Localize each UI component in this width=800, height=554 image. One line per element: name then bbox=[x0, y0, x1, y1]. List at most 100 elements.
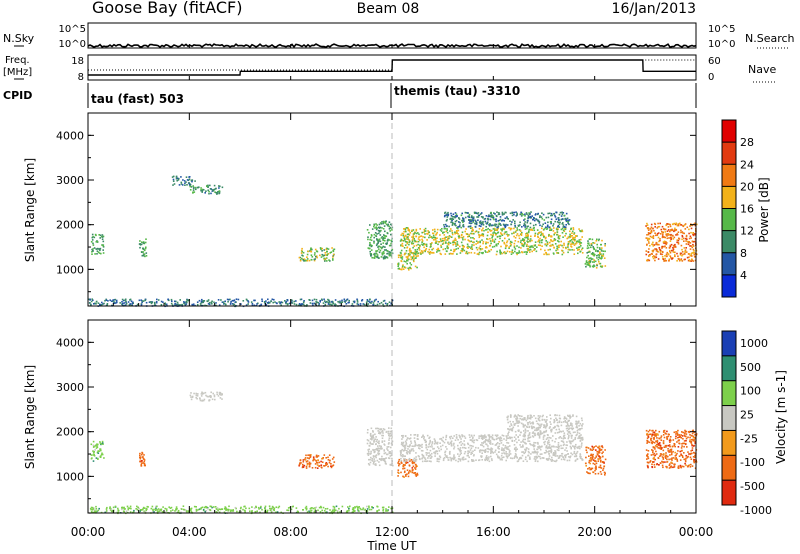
heatmap-cell bbox=[494, 225, 497, 227]
heatmap-cell bbox=[184, 184, 186, 186]
heatmap-cell bbox=[427, 230, 429, 232]
heatmap-cell bbox=[89, 298, 91, 301]
heatmap-cell bbox=[555, 460, 557, 463]
heatmap-cell bbox=[412, 242, 415, 245]
heatmap-cell bbox=[387, 238, 389, 241]
heatmap-cell bbox=[557, 447, 560, 450]
heatmap-cell bbox=[646, 234, 648, 236]
heatmap-cell bbox=[563, 226, 566, 228]
heatmap-cell bbox=[444, 451, 446, 454]
heatmap-cell bbox=[535, 223, 537, 226]
heatmap-cell bbox=[544, 227, 546, 230]
heatmap-cell bbox=[494, 444, 497, 446]
heatmap-cell bbox=[513, 235, 515, 238]
heatmap-cell bbox=[301, 463, 304, 466]
heatmap-cell bbox=[512, 252, 514, 254]
heatmap-cell bbox=[468, 251, 470, 254]
heatmap-cell bbox=[488, 448, 490, 451]
heatmap-cell bbox=[543, 443, 546, 446]
heatmap-cell bbox=[430, 457, 432, 459]
heatmap-cell bbox=[315, 250, 318, 252]
heatmap-cell bbox=[538, 222, 541, 224]
heatmap-cell bbox=[378, 458, 381, 460]
heatmap-cell bbox=[460, 452, 462, 454]
heatmap-cell bbox=[431, 248, 433, 251]
heatmap-cell bbox=[414, 460, 417, 462]
heatmap-cell bbox=[569, 233, 571, 236]
heatmap-cell bbox=[370, 255, 372, 257]
heatmap-cell bbox=[559, 211, 562, 214]
heatmap-cell bbox=[357, 506, 360, 509]
heatmap-cell bbox=[562, 435, 565, 438]
heatmap-cell bbox=[195, 508, 198, 511]
heatmap-cell bbox=[179, 304, 181, 306]
heatmap-cell bbox=[490, 447, 493, 449]
heatmap-cell bbox=[103, 302, 105, 305]
heatmap-cell bbox=[488, 215, 491, 218]
heatmap-cell bbox=[314, 258, 316, 260]
heatmap-cell bbox=[685, 243, 688, 245]
heatmap-cell bbox=[454, 237, 457, 240]
heatmap-cell bbox=[570, 235, 572, 237]
heatmap-cell bbox=[484, 440, 486, 442]
heatmap-cell bbox=[402, 233, 405, 235]
heatmap-cell bbox=[454, 241, 457, 244]
heatmap-cell bbox=[587, 263, 589, 266]
heatmap-cell bbox=[554, 425, 556, 428]
heatmap-cell bbox=[571, 232, 573, 234]
nave-label: Nave bbox=[748, 63, 776, 76]
heatmap-cell bbox=[554, 452, 557, 455]
heatmap-cell bbox=[421, 238, 423, 241]
heatmap-cell bbox=[507, 218, 509, 220]
cpid-segment-1: tau (fast) 503 bbox=[91, 92, 184, 106]
heatmap-cell bbox=[401, 444, 404, 447]
heatmap-cell bbox=[201, 298, 203, 301]
heatmap-cell bbox=[549, 241, 551, 244]
heatmap-cell bbox=[563, 242, 565, 245]
heatmap-cell bbox=[529, 251, 531, 253]
heatmap-cell bbox=[498, 219, 501, 222]
heatmap-cell bbox=[101, 442, 104, 444]
heatmap-cell bbox=[531, 432, 534, 434]
heatmap-cell bbox=[423, 231, 425, 234]
heatmap-cell bbox=[91, 253, 93, 255]
heatmap-cell bbox=[307, 454, 309, 456]
heatmap-cell bbox=[566, 441, 568, 443]
heatmap-cell bbox=[403, 476, 405, 478]
heatmap-cell bbox=[550, 417, 552, 420]
heatmap-cell bbox=[655, 256, 658, 259]
heatmap-cell bbox=[369, 434, 372, 436]
heatmap-cell bbox=[514, 430, 517, 433]
heatmap-cell bbox=[351, 511, 354, 514]
heatmap-cell bbox=[579, 429, 581, 431]
heatmap-cell bbox=[410, 263, 413, 266]
heatmap-cell bbox=[661, 256, 664, 258]
heatmap-cell bbox=[356, 298, 358, 301]
heatmap-cell bbox=[142, 507, 144, 510]
heatmap-cell bbox=[542, 223, 544, 226]
heatmap-cell bbox=[470, 220, 473, 222]
heatmap-cell bbox=[490, 229, 493, 232]
heatmap-cell bbox=[500, 245, 502, 248]
heatmap-cell bbox=[475, 230, 478, 232]
heatmap-cell bbox=[506, 418, 509, 421]
heatmap-cell bbox=[551, 445, 553, 448]
heatmap-cell bbox=[546, 424, 548, 427]
heatmap-cell bbox=[370, 236, 372, 239]
heatmap-cell bbox=[457, 229, 460, 232]
heatmap-cell bbox=[551, 214, 554, 217]
heatmap-cell bbox=[467, 452, 469, 454]
heatmap-cell bbox=[225, 303, 227, 306]
heatmap-cell bbox=[507, 448, 509, 450]
heatmap-cell bbox=[591, 238, 594, 241]
heatmap-cell bbox=[455, 232, 457, 234]
heatmap-cell bbox=[380, 301, 383, 304]
heatmap-cell bbox=[507, 437, 510, 439]
heatmap-cell bbox=[468, 246, 471, 248]
heatmap-cell bbox=[528, 213, 531, 216]
heatmap-cell bbox=[245, 507, 247, 510]
heatmap-cell bbox=[429, 439, 431, 442]
heatmap-cell bbox=[92, 444, 95, 447]
heatmap-cell bbox=[436, 443, 439, 445]
heatmap-cell bbox=[125, 301, 127, 304]
